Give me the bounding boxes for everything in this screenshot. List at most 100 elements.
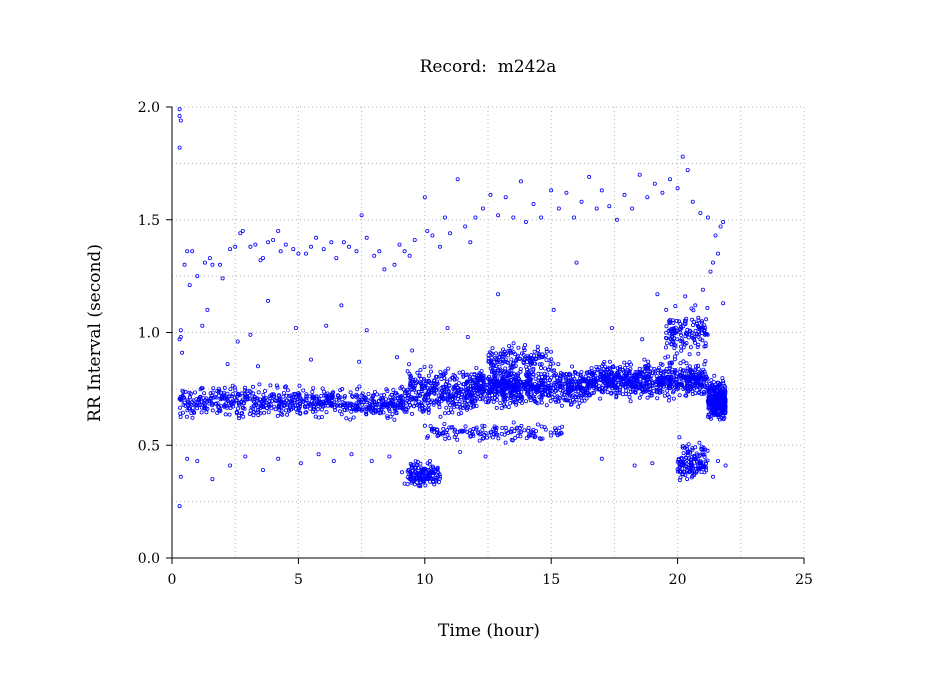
data-point: [355, 403, 360, 408]
data-point: [310, 389, 315, 394]
data-point: [432, 384, 437, 389]
data-point: [563, 371, 568, 376]
data-point: [444, 379, 449, 384]
data-point: [683, 319, 688, 324]
data-point: [503, 359, 508, 364]
data-point: [281, 394, 286, 399]
data-point: [280, 400, 285, 405]
data-point: [687, 364, 692, 369]
data-point: [185, 456, 190, 461]
data-point: [463, 424, 468, 429]
data-point: [458, 406, 463, 411]
data-point: [686, 378, 691, 383]
data-point: [238, 231, 243, 236]
y-tick-label: 1.5: [138, 213, 160, 229]
tick-labels: 0 5 10 15 20 25 0.0 0.5 1.0 1.5 2.0: [138, 100, 813, 588]
data-point: [432, 391, 437, 396]
data-point: [511, 398, 516, 403]
data-point: [438, 370, 443, 375]
data-point: [554, 388, 559, 393]
data-point: [261, 398, 266, 403]
data-point: [671, 396, 676, 401]
data-point: [452, 388, 457, 393]
data-point: [715, 388, 720, 393]
data-point: [566, 378, 571, 383]
data-point: [210, 408, 215, 413]
data-point: [396, 405, 401, 410]
data-point: [382, 267, 387, 272]
data-point: [609, 325, 614, 330]
data-point: [260, 468, 265, 473]
data-point: [721, 301, 726, 306]
data-point: [531, 366, 536, 371]
data-point: [711, 474, 716, 479]
data-point: [285, 412, 290, 417]
data-point: [530, 386, 535, 391]
data-point: [535, 401, 540, 406]
data-point: [227, 394, 232, 399]
data-point: [187, 406, 192, 411]
data-point: [677, 478, 682, 483]
data-point: [192, 390, 197, 395]
data-point: [705, 305, 710, 310]
data-point: [572, 215, 577, 220]
data-point: [434, 387, 439, 392]
data-point: [434, 382, 439, 387]
data-point: [231, 401, 236, 406]
data-point: [607, 359, 612, 364]
data-point: [494, 356, 499, 361]
data-point: [690, 388, 695, 393]
data-point: [479, 387, 484, 392]
data-point: [180, 410, 185, 415]
data-point: [416, 389, 421, 394]
data-point: [474, 425, 479, 430]
data-point: [677, 460, 682, 465]
data-point: [353, 408, 358, 413]
data-point: [658, 388, 663, 393]
data-point: [335, 393, 340, 398]
data-point: [451, 400, 456, 405]
data-point: [543, 427, 548, 432]
data-point: [502, 399, 507, 404]
data-point: [369, 409, 374, 414]
data-point: [381, 410, 386, 415]
data-point: [680, 445, 685, 450]
data-point: [497, 381, 502, 386]
data-point: [250, 384, 255, 389]
data-point: [436, 470, 441, 475]
data-point: [280, 412, 285, 417]
data-point: [685, 389, 690, 394]
data-point: [554, 372, 559, 377]
data-point: [533, 357, 538, 362]
data-point: [261, 392, 266, 397]
data-points: [177, 107, 728, 509]
data-point: [340, 386, 345, 391]
data-point: [536, 387, 541, 392]
data-point: [430, 465, 435, 470]
data-point: [470, 391, 475, 396]
data-point: [381, 392, 386, 397]
data-point: [377, 249, 382, 254]
data-point: [395, 403, 400, 408]
data-point: [422, 364, 427, 369]
data-point: [600, 364, 605, 369]
data-point: [469, 392, 474, 397]
data-point: [666, 398, 671, 403]
data-point: [180, 350, 185, 355]
data-point: [477, 438, 482, 443]
data-point: [344, 407, 349, 412]
data-point: [650, 383, 655, 388]
data-point: [521, 352, 526, 357]
data-point: [324, 410, 329, 415]
data-point: [417, 477, 422, 482]
data-point: [252, 396, 257, 401]
data-point: [215, 401, 220, 406]
data-point: [308, 244, 313, 249]
data-point: [701, 447, 706, 452]
data-point: [680, 371, 685, 376]
data-point: [240, 410, 245, 415]
data-point: [546, 383, 551, 388]
data-point: [291, 247, 296, 252]
data-point: [178, 328, 183, 333]
data-point: [540, 436, 545, 441]
